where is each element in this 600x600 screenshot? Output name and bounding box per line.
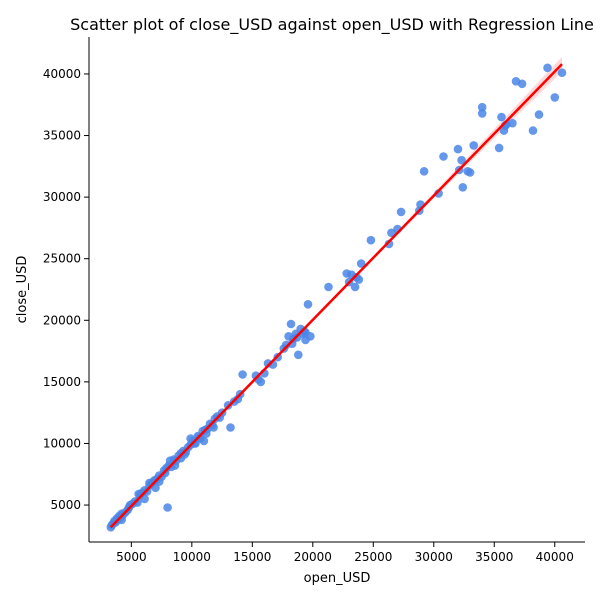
data-point <box>226 423 235 432</box>
data-point <box>303 300 313 309</box>
data-point <box>366 235 376 245</box>
data-point <box>439 152 448 161</box>
y-tick-label: 5000 <box>50 498 81 512</box>
y-axis-ticks: 5000 10000 15000 20000 25000 30000 35000 40000 <box>43 67 89 512</box>
data-point <box>477 102 487 112</box>
y-tick-label: 25000 <box>43 252 81 266</box>
x-axis-label: open_USD <box>304 571 371 586</box>
y-tick-label: 20000 <box>43 313 81 327</box>
x-tick-label: 25000 <box>354 550 392 564</box>
data-point <box>457 155 466 165</box>
data-point <box>419 167 429 176</box>
x-tick-label: 20000 <box>294 550 332 564</box>
data-point <box>256 377 266 387</box>
data-point <box>534 110 544 119</box>
data-point <box>557 68 567 77</box>
y-tick-label: 40000 <box>43 67 81 81</box>
data-point <box>497 112 506 122</box>
x-tick-label: 5000 <box>116 550 147 564</box>
data-point <box>458 183 468 192</box>
data-point <box>294 350 303 360</box>
data-point <box>494 143 504 153</box>
data-point <box>350 282 360 292</box>
y-axis-label: close_USD <box>15 256 30 324</box>
data-point <box>517 79 527 89</box>
x-tick-label: 40000 <box>536 550 574 564</box>
data-point <box>528 126 538 135</box>
data-point <box>199 436 209 446</box>
data-point <box>352 272 361 282</box>
data-point <box>238 370 247 379</box>
x-axis-ticks: 5000 10000 15000 20000 25000 30000 35000 40000 <box>116 542 574 564</box>
data-point <box>543 63 552 73</box>
data-point <box>286 319 296 329</box>
data-point <box>469 141 479 150</box>
y-tick-label: 15000 <box>43 375 81 389</box>
data-point <box>550 93 560 102</box>
data-point <box>508 118 517 128</box>
data-point <box>163 503 172 512</box>
x-tick-label: 15000 <box>233 550 271 564</box>
data-point <box>301 335 310 345</box>
y-tick-label: 35000 <box>43 129 81 143</box>
data-point <box>396 207 406 217</box>
y-tick-label: 10000 <box>43 436 81 450</box>
x-tick-label: 35000 <box>475 550 513 564</box>
data-point <box>465 168 475 177</box>
chart-title: Scatter plot of close_USD against open_U… <box>70 15 594 35</box>
data-point <box>151 483 160 493</box>
data-point <box>453 144 463 154</box>
y-tick-label: 30000 <box>43 190 81 204</box>
x-tick-label: 30000 <box>415 550 453 564</box>
regression-line <box>109 63 563 529</box>
plot-area <box>106 56 567 533</box>
data-point <box>140 494 149 504</box>
data-point <box>384 239 394 249</box>
x-tick-label: 10000 <box>173 550 211 564</box>
data-point <box>324 282 333 292</box>
data-point <box>356 259 366 268</box>
data-point <box>477 109 487 118</box>
data-point <box>189 439 199 448</box>
